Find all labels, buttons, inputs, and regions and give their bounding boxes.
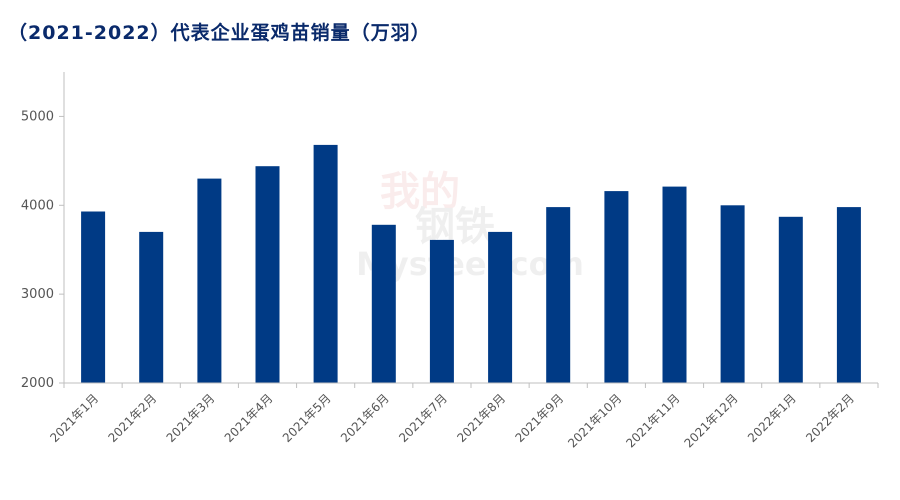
x-tick-label: 2022年1月 xyxy=(745,391,799,445)
bar-5 xyxy=(313,144,338,383)
x-tick-label: 2021年7月 xyxy=(396,391,450,445)
x-tick-label: 2021年8月 xyxy=(454,391,508,445)
x-tick-label: 2021年4月 xyxy=(222,391,276,445)
x-tick-label: 2022年2月 xyxy=(803,391,857,445)
axes-layer xyxy=(59,72,879,388)
bar-1 xyxy=(81,211,106,383)
x-tick-label: 2021年5月 xyxy=(280,391,334,445)
bar-2 xyxy=(139,231,164,383)
bar-8 xyxy=(488,231,513,383)
bar-12 xyxy=(720,205,745,383)
chart-title: （2021-2022）代表企业蛋鸡苗销量（万羽） xyxy=(8,22,431,44)
y-tick-label: 5000 xyxy=(21,109,54,124)
bars-layer xyxy=(81,144,861,383)
bar-13 xyxy=(778,216,803,383)
x-tick-label: 2021年3月 xyxy=(164,391,218,445)
y-tick-label: 4000 xyxy=(21,198,54,213)
x-tick-label: 2021年10月 xyxy=(565,391,624,450)
bar-14 xyxy=(836,207,861,383)
x-tick-label: 2021年1月 xyxy=(47,391,101,445)
bar-11 xyxy=(662,186,687,383)
bar-6 xyxy=(371,224,396,383)
bar-10 xyxy=(604,191,629,383)
y-tick-label: 3000 xyxy=(21,287,54,302)
x-tick-label: 2021年11月 xyxy=(623,391,682,450)
y-tick-label: 2000 xyxy=(21,376,54,391)
bar-9 xyxy=(546,207,571,383)
watermark-text-mid: 钢铁 xyxy=(415,204,495,250)
bar-7 xyxy=(429,239,454,383)
x-tick-label: 2021年9月 xyxy=(512,391,566,445)
x-tick-label: 2021年6月 xyxy=(338,391,392,445)
x-tick-label: 2021年2月 xyxy=(105,391,159,445)
x-tick-label: 2021年12月 xyxy=(681,391,740,450)
watermark-text-top: 我的 xyxy=(380,169,460,215)
bar-3 xyxy=(197,178,222,383)
bar-4 xyxy=(255,166,280,383)
